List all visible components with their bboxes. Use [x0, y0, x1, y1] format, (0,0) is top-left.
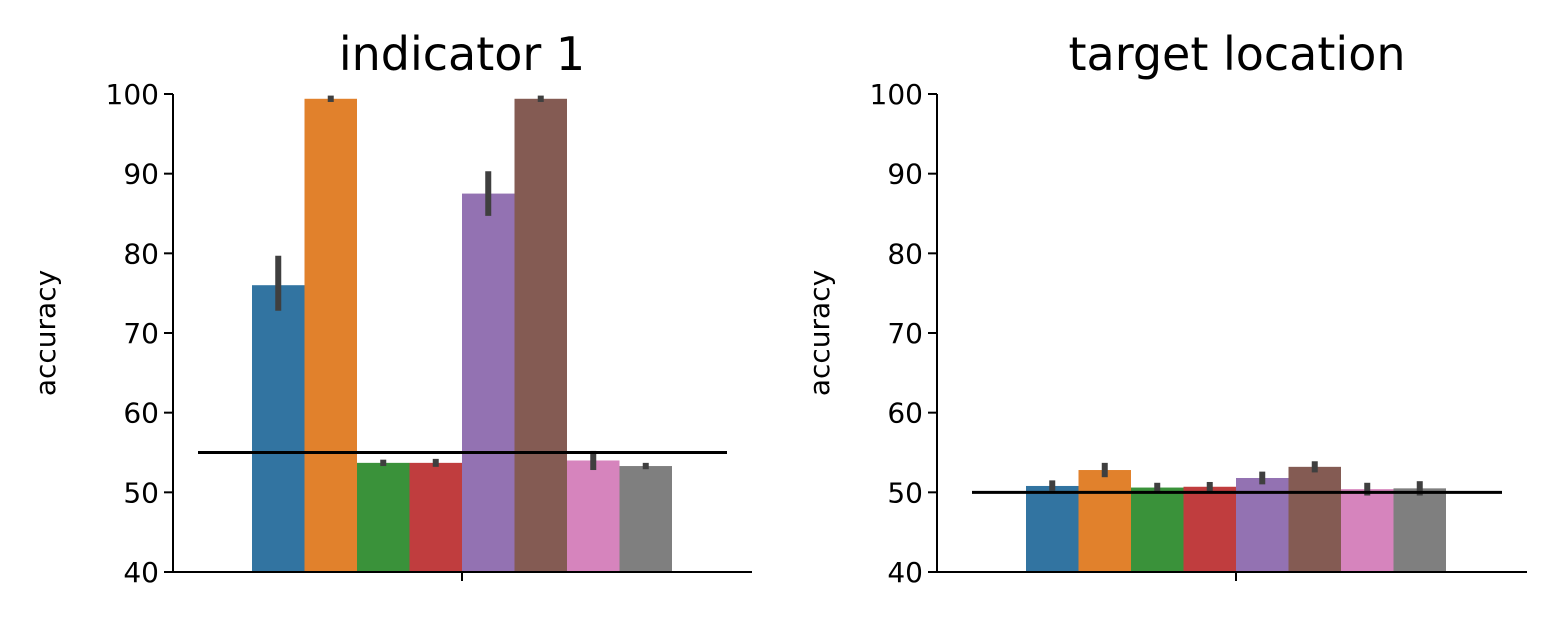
bar: [1341, 489, 1394, 572]
bar: [1131, 487, 1184, 572]
chart-panel-indicator-1: indicator 1 accuracy 40 50 60 70 80 90 100: [29, 27, 752, 589]
y-tick-label: 90: [887, 158, 923, 191]
y-tick-label: 100: [106, 78, 159, 111]
bar: [462, 193, 515, 573]
y-tick-label: 40: [887, 556, 923, 589]
y-tick-label: 60: [887, 397, 923, 430]
chart-title: target location: [1068, 27, 1405, 81]
error-bar-group: [275, 95, 649, 471]
y-tick-label: 70: [887, 317, 923, 350]
bar: [619, 466, 672, 572]
bar: [304, 98, 357, 572]
chart-title: indicator 1: [339, 27, 585, 81]
y-tick-label: 50: [887, 476, 923, 509]
bar: [252, 285, 305, 572]
bar: [567, 460, 620, 572]
chart-panel-target-location: target location accuracy 40 50 60 70 80 90 100: [803, 27, 1527, 589]
bar: [1183, 486, 1236, 572]
error-bar-group: [1049, 461, 1423, 496]
y-tick-label: 60: [123, 397, 159, 430]
y-axis-label: accuracy: [803, 270, 836, 396]
bar: [357, 462, 410, 572]
y-tick-label: 70: [123, 317, 159, 350]
bar: [1393, 488, 1446, 572]
bar-group: [1026, 466, 1446, 572]
bar: [409, 462, 462, 572]
bar-group: [252, 98, 672, 573]
y-tick-label: 40: [123, 556, 159, 589]
y-tick-label: 80: [887, 237, 923, 270]
y-tick-label: 90: [123, 158, 159, 191]
y-tick-label: 80: [123, 237, 159, 270]
y-tick-label: 100: [870, 78, 923, 111]
y-ticks: 40 50 60 70 80 90 100: [106, 78, 173, 589]
bar: [1288, 466, 1341, 572]
y-tick-label: 50: [123, 476, 159, 509]
bar: [514, 98, 567, 572]
y-ticks: 40 50 60 70 80 90 100: [870, 78, 937, 589]
bar: [1078, 470, 1131, 572]
bar: [1026, 485, 1079, 572]
y-axis-label: accuracy: [29, 270, 62, 396]
